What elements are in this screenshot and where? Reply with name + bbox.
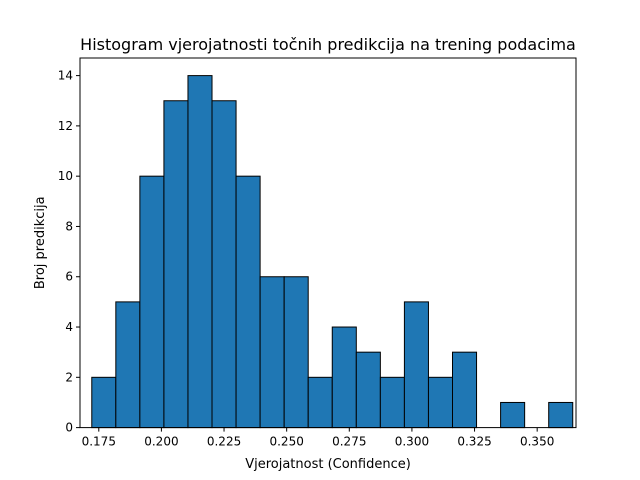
x-axis-ticks: 0.175 0.200 0.225 0.250 0.275 0.300 0.325 0.350 bbox=[82, 427, 554, 449]
y-tick-label: 6 bbox=[65, 270, 73, 284]
histogram-bar bbox=[139, 175, 165, 429]
x-tick-label: 0.175 bbox=[82, 435, 116, 449]
y-axis-label: Broj predikcija bbox=[33, 196, 48, 289]
y-tick-label: 10 bbox=[58, 169, 73, 183]
x-tick-label: 0.225 bbox=[207, 435, 241, 449]
y-tick-label: 12 bbox=[58, 119, 73, 133]
histogram-bar bbox=[307, 376, 333, 429]
histogram-bar bbox=[452, 351, 478, 429]
x-tick-label: 0.325 bbox=[457, 435, 491, 449]
x-tick-label: 0.275 bbox=[332, 435, 366, 449]
histogram-bar bbox=[115, 301, 141, 429]
histogram-bar bbox=[548, 401, 574, 429]
histogram-bar bbox=[331, 326, 357, 429]
histogram-bar bbox=[259, 276, 285, 429]
histogram-bars bbox=[91, 75, 574, 429]
y-tick-label: 8 bbox=[65, 219, 73, 233]
histogram-bar bbox=[163, 100, 189, 429]
y-tick-label: 2 bbox=[65, 370, 73, 384]
histogram-bar bbox=[283, 276, 309, 429]
histogram-bar bbox=[427, 376, 454, 429]
plot-frame bbox=[79, 57, 577, 429]
x-tick-label: 0.200 bbox=[144, 435, 178, 449]
histogram-bar bbox=[91, 376, 117, 429]
x-axis-label: Vjerojatnost (Confidence) bbox=[245, 457, 411, 472]
histogram-bar bbox=[187, 75, 213, 429]
x-tick-label: 0.250 bbox=[269, 435, 303, 449]
x-tick-label: 0.300 bbox=[395, 435, 429, 449]
histogram-bar bbox=[403, 301, 429, 429]
chart-title: Histogram vjerojatnosti točnih predikcij… bbox=[80, 35, 576, 54]
y-axis-ticks: 0 2 4 6 8 10 12 14 bbox=[58, 69, 80, 435]
y-tick-label: 0 bbox=[65, 421, 73, 435]
histogram-bar bbox=[211, 100, 237, 429]
x-tick-label: 0.350 bbox=[520, 435, 554, 449]
y-tick-label: 14 bbox=[58, 69, 73, 83]
histogram-bar bbox=[500, 401, 526, 429]
histogram-bar bbox=[355, 351, 381, 429]
y-tick-label: 4 bbox=[65, 320, 73, 334]
histogram-bar bbox=[379, 376, 405, 429]
histogram-bar bbox=[235, 175, 261, 429]
